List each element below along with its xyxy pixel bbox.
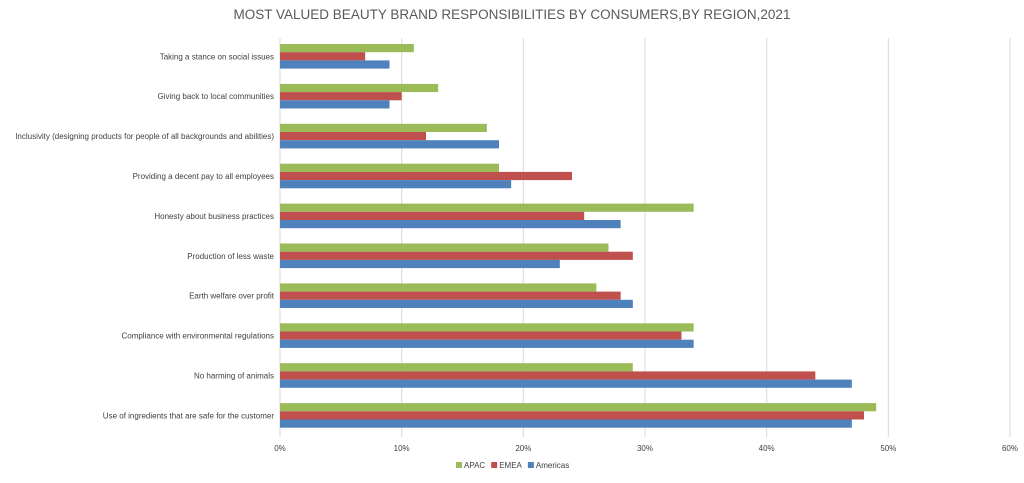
- bar-emea: [280, 331, 682, 340]
- x-tick-label: 10%: [394, 444, 410, 453]
- x-tick-label: 60%: [1002, 444, 1018, 453]
- x-tick-label: 0%: [274, 444, 286, 453]
- bar-americas: [280, 220, 621, 229]
- category-label: Giving back to local communities: [158, 92, 275, 101]
- bar-emea: [280, 251, 633, 260]
- category-label: Earth welfare over profit: [189, 292, 275, 301]
- x-tick-label: 50%: [880, 444, 896, 453]
- x-tick-label: 40%: [759, 444, 775, 453]
- legend: APAC EMEA Americas: [456, 461, 569, 470]
- legend-label: APAC: [464, 461, 485, 470]
- bar-americas: [280, 339, 694, 348]
- x-tick-labels: 0% 10% 20% 30% 40% 50% 60%: [274, 444, 1018, 453]
- category-label: Providing a decent pay to all employees: [133, 172, 274, 181]
- bar-americas: [280, 419, 852, 428]
- bar-apac: [280, 243, 609, 252]
- bar-apac: [280, 323, 694, 332]
- bar-apac: [280, 403, 877, 412]
- bar-apac: [280, 283, 597, 292]
- bar-americas: [280, 100, 390, 109]
- category-label: Production of less waste: [187, 252, 274, 261]
- bar-emea: [280, 92, 402, 101]
- bars: [280, 44, 877, 428]
- category-label: Inclusivity (designing products for peop…: [15, 132, 274, 141]
- bar-americas: [280, 299, 633, 308]
- bar-emea: [280, 411, 864, 420]
- x-tick-label: 20%: [515, 444, 531, 453]
- category-label: Use of ingredients that are safe for the…: [103, 411, 275, 420]
- legend-label: Americas: [536, 461, 569, 470]
- x-tick-label: 30%: [637, 444, 653, 453]
- bar-apac: [280, 163, 499, 172]
- category-label: Honesty about business practices: [154, 212, 274, 221]
- chart-title: MOST VALUED BEAUTY BRAND RESPONSIBILITIE…: [234, 7, 791, 22]
- bar-americas: [280, 379, 852, 388]
- bar-americas: [280, 180, 512, 189]
- bar-americas: [280, 140, 499, 149]
- legend-swatch: [456, 462, 462, 468]
- category-label: No harming of animals: [194, 372, 274, 381]
- bar-emea: [280, 371, 816, 380]
- bar-americas: [280, 259, 560, 269]
- category-labels: Taking a stance on social issues Giving b…: [15, 52, 275, 420]
- bar-emea: [280, 171, 572, 181]
- legend-swatch: [491, 462, 498, 468]
- bar-apac: [280, 203, 694, 212]
- bar-emea: [280, 132, 426, 141]
- category-label: Taking a stance on social issues: [160, 52, 274, 61]
- bar-emea: [280, 52, 366, 61]
- legend-swatch: [527, 462, 534, 468]
- bar-apac: [280, 123, 487, 132]
- gridlines: [279, 38, 1011, 437]
- bar-emea: [280, 211, 585, 220]
- bar-americas: [280, 60, 390, 69]
- category-label: Compliance with environmental regulation…: [121, 332, 274, 341]
- bar-apac: [280, 44, 414, 53]
- bar-apac: [280, 83, 439, 93]
- legend-label: EMEA: [499, 461, 522, 470]
- bar-emea: [280, 291, 621, 300]
- bar-apac: [280, 363, 633, 372]
